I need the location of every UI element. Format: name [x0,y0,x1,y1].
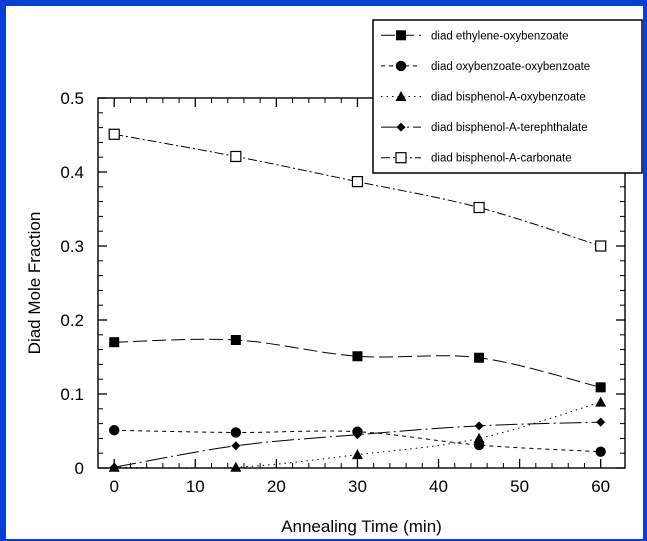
y-tick-label: 0.1 [60,385,84,404]
data-point [230,150,242,163]
data-point [595,240,607,252]
data-point [109,425,120,436]
data-point [595,446,606,457]
x-axis-title: Annealing Time (min) [281,517,442,536]
legend-label: diad bisphenol-A-terephthalate [431,122,588,134]
legend-entry: diad bisphenol-A-oxybenzoate [381,91,586,104]
data-point [473,201,485,214]
data-point [352,430,362,440]
legend-label: diad bisphenol-A-oxybenzoate [431,92,586,104]
plot-area-border [97,97,626,469]
y-tick-label: 0.4 [60,163,84,182]
data-point [352,351,363,362]
series-5 [108,128,607,252]
y-tick-label: 0.3 [60,237,84,256]
data-point [109,462,119,472]
data-point [351,176,364,188]
x-tick-label: 40 [429,477,448,496]
legend-marker [395,91,407,101]
x-tick-label: 50 [510,477,529,496]
legend-marker [396,30,406,41]
legend-label: diad bisphenol-A-carbonate [431,153,572,165]
y-tick-label: 0.2 [60,311,84,330]
legend-marker [395,60,407,72]
legend-label: diad ethylene-oxybenzoate [431,30,568,42]
series-line [114,338,601,388]
x-tick-label: 20 [267,477,286,496]
y-tick-label: 0.5 [60,89,84,108]
x-tick-label: 0 [109,477,118,496]
legend-entry: diad oxybenzoate-oxybenzoate [381,60,590,73]
data-point [473,432,485,443]
x-tick-label: 30 [348,477,367,496]
series-line [114,133,601,247]
data-point [351,449,363,460]
series-1 [109,334,606,393]
legend-entry: diad ethylene-oxybenzoate [381,30,568,42]
legend-marker [396,122,406,132]
legend-entry: diad bisphenol-A-carbonate [381,152,572,165]
data-point [231,441,241,451]
x-tick-label: 60 [591,477,610,496]
x-tick-label: 10 [186,477,205,496]
series-4 [109,417,606,472]
legend-box [372,19,643,174]
data-point [474,421,484,431]
legend-marker [395,152,407,164]
data-point [108,128,120,140]
data-point [595,382,606,393]
data-point [230,427,242,438]
data-point [230,334,241,345]
data-point [474,352,485,363]
data-point [109,337,120,348]
y-tick-label: 0 [75,459,84,478]
data-point [596,417,606,427]
legend-entry: diad bisphenol-A-terephthalate [381,122,588,134]
data-point [230,461,242,472]
y-axis-title: Diad Mole Fraction [25,212,44,355]
legend-label: diad oxybenzoate-oxybenzoate [431,61,590,73]
data-point [595,396,607,407]
